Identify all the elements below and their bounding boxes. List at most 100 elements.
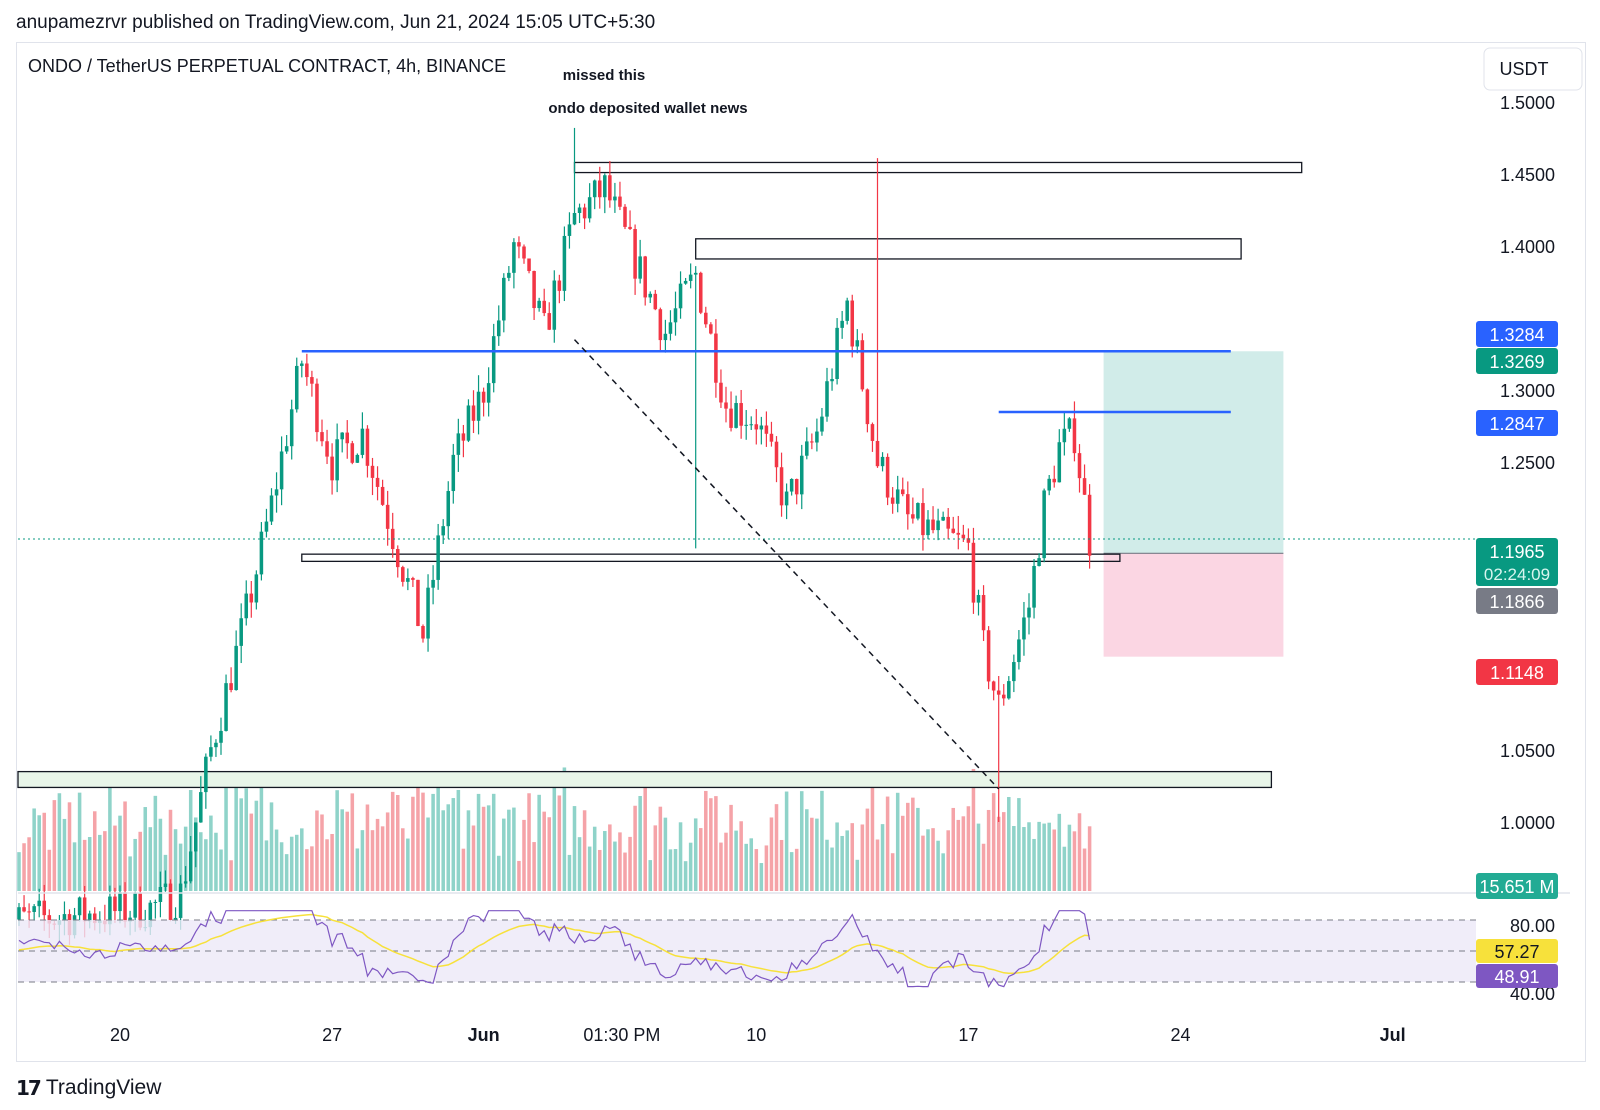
tp2-price-label-bg: [1476, 348, 1558, 374]
volume-bar: [648, 860, 653, 891]
volume-bar: [461, 848, 466, 891]
candle-body: [734, 403, 738, 428]
candle-body: [1067, 418, 1072, 429]
volume-bar: [123, 801, 127, 891]
volume-bar: [92, 811, 97, 891]
volume-bar: [305, 849, 309, 891]
candle-body: [249, 593, 254, 603]
volume-bar: [537, 794, 541, 891]
volume-bar: [673, 849, 678, 891]
volume-bar: [476, 793, 481, 891]
volume-bar: [249, 813, 254, 891]
candle-body: [17, 907, 21, 920]
resistance-price-label-bg: [1476, 410, 1558, 436]
candle-body: [663, 333, 668, 341]
stop-price-label[interactable]: 1.1148: [1476, 659, 1558, 685]
volume-bar: [542, 811, 546, 891]
zone-rect-3[interactable]: [301, 553, 1121, 563]
publisher-line: anupamezrvr published on TradingView.com…: [16, 12, 656, 33]
volume-label[interactable]: 15.651 M: [1476, 873, 1558, 899]
volume-bar: [693, 818, 698, 891]
position-stop-zone[interactable]: [1103, 553, 1284, 657]
candle-body: [1087, 494, 1092, 556]
currency-button[interactable]: USDT: [1483, 47, 1583, 91]
time-tick-label: 10: [746, 1025, 766, 1045]
candle-body: [512, 242, 516, 273]
zone-rect-4[interactable]: [17, 770, 1273, 789]
volume-bar: [805, 809, 809, 891]
volume-bar: [42, 812, 47, 891]
entry-price-label[interactable]: 1.1866: [1476, 588, 1558, 614]
volume-bar: [153, 795, 158, 891]
candle-body: [840, 320, 844, 328]
candle-body: [815, 431, 819, 443]
volume-bar: [411, 796, 415, 891]
volume-bar: [98, 834, 102, 891]
volume-bar: [370, 830, 375, 891]
candle-body: [375, 477, 380, 487]
volume-bar: [350, 793, 355, 891]
candle-body: [567, 224, 572, 236]
candle-body: [168, 883, 173, 920]
candle-body: [976, 595, 981, 603]
volume-bar: [209, 815, 213, 891]
last-price-label[interactable]: 1.1965 02:24:09: [1476, 538, 1558, 586]
tp-price-label[interactable]: 1.3284: [1476, 321, 1558, 347]
time-tick-label: 27: [322, 1025, 342, 1045]
candle-body: [1057, 442, 1062, 483]
candle-body: [608, 175, 612, 201]
trend-line[interactable]: [573, 339, 1000, 790]
volume-bar: [406, 838, 410, 891]
volume-bar: [401, 828, 405, 891]
candle-body: [860, 340, 865, 390]
rsi-value-label[interactable]: 48.91: [1476, 964, 1558, 988]
candle-body: [62, 914, 67, 921]
rsi-ma-line: [18, 913, 1090, 975]
candle-body: [673, 308, 678, 323]
candle-body: [269, 495, 274, 522]
tradingview-footer[interactable]: 17 TradingView: [16, 1076, 161, 1100]
candle-body: [774, 441, 779, 468]
price-tick-label: 1.4500: [1500, 165, 1555, 185]
candle-body: [158, 886, 163, 902]
resistance-price-label[interactable]: 1.2847: [1476, 410, 1558, 436]
candle-body: [946, 516, 950, 529]
candle-body: [224, 683, 228, 731]
volume-bar: [199, 832, 203, 891]
volume-bar: [456, 789, 461, 891]
volume-bar: [289, 836, 294, 891]
candle-body: [163, 883, 168, 887]
volume-bar: [956, 819, 961, 891]
candle-body: [365, 428, 370, 466]
candle-body: [486, 383, 491, 403]
candle-body: [37, 900, 41, 907]
candle-body: [148, 902, 153, 928]
volume-bar: [840, 835, 844, 891]
candle-body: [603, 175, 607, 198]
candle-body: [961, 534, 966, 539]
candle-body: [113, 896, 117, 912]
zone-rect-2[interactable]: [695, 238, 1242, 260]
volume-bar: [421, 792, 425, 891]
candle-body: [441, 526, 445, 536]
candle-body: [360, 428, 365, 455]
candle-body: [1052, 478, 1057, 483]
volume-bar: [865, 808, 870, 891]
candle-body: [1042, 490, 1046, 559]
volume-bar: [390, 791, 395, 891]
position-target-zone[interactable]: [1103, 351, 1284, 554]
zone-rect-1[interactable]: [573, 161, 1303, 174]
candle-body: [744, 424, 748, 426]
volume-bar: [1042, 823, 1046, 891]
rsi-ma-label[interactable]: 57.27: [1476, 939, 1558, 963]
volume-bar: [850, 823, 855, 891]
volume-bar: [572, 806, 577, 891]
time-tick-label: 01:30 PM: [583, 1025, 660, 1045]
volume-bar: [507, 809, 511, 891]
volume-bar: [1037, 821, 1041, 891]
price-tick-label: 1.4000: [1500, 237, 1555, 257]
symbol-title: ONDO / TetherUS PERPETUAL CONTRACT, 4h, …: [28, 56, 506, 76]
tp2-price-label[interactable]: 1.3269: [1476, 348, 1558, 374]
annotation-wallet-news: ondo deposited wallet news: [548, 100, 747, 117]
